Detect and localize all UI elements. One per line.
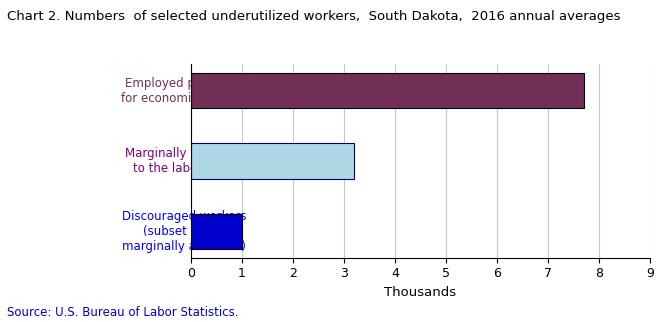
X-axis label: Thousands: Thousands (385, 286, 456, 299)
Bar (191, 143, 354, 179)
Bar (191, 73, 584, 108)
Bar (191, 214, 242, 249)
Text: Source: U.S. Bureau of Labor Statistics.: Source: U.S. Bureau of Labor Statistics. (7, 306, 239, 319)
Text: Chart 2. Numbers  of selected underutilized workers,  South Dakota,  2016 annual: Chart 2. Numbers of selected underutiliz… (7, 10, 620, 23)
